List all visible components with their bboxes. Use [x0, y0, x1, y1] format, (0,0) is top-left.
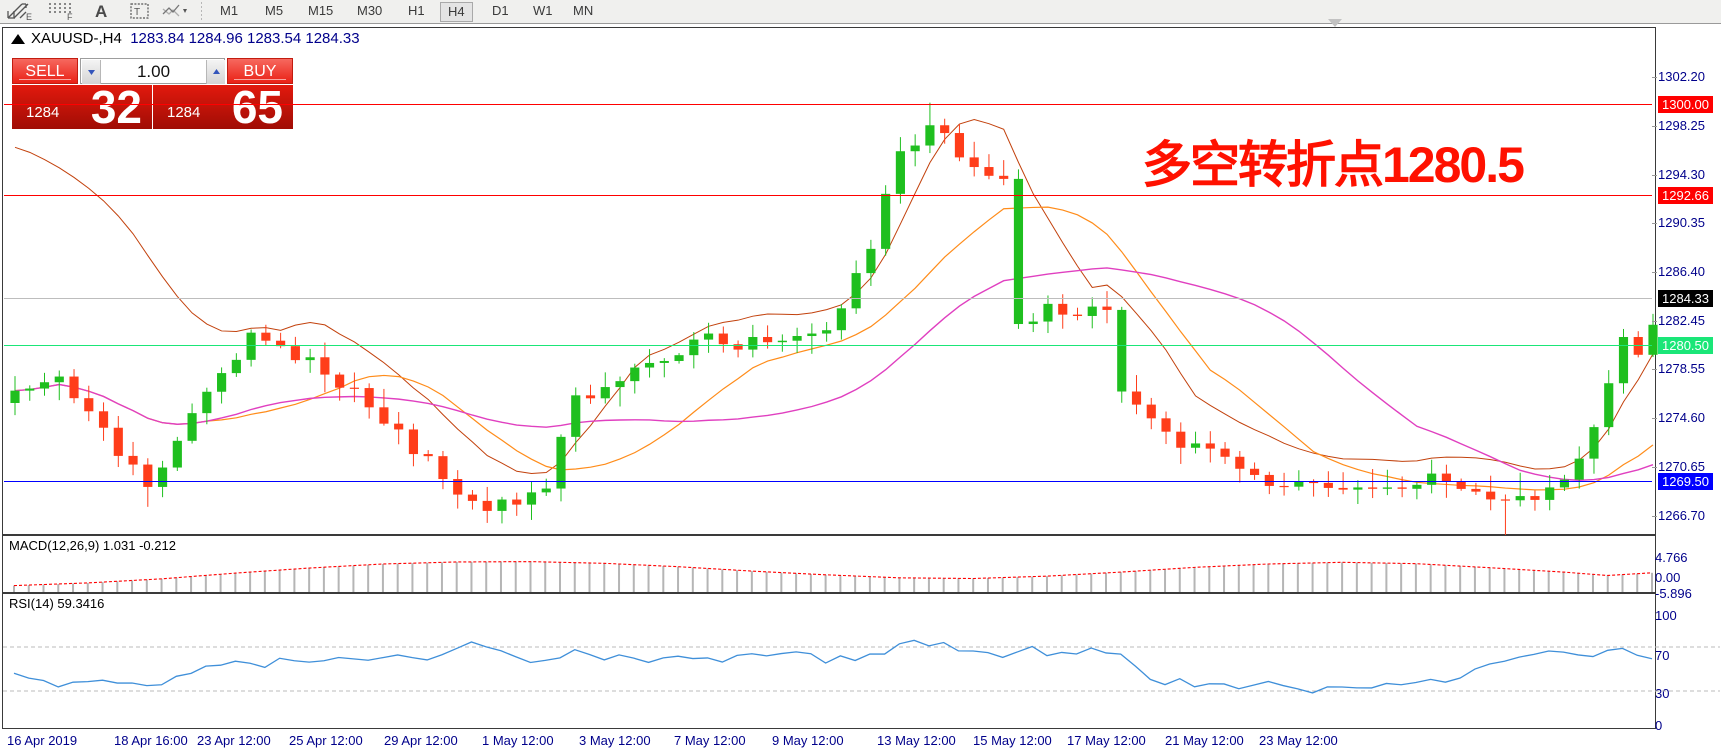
- svg-text:E: E: [26, 12, 32, 21]
- svg-text:F: F: [67, 12, 73, 21]
- svg-text:T: T: [134, 7, 140, 18]
